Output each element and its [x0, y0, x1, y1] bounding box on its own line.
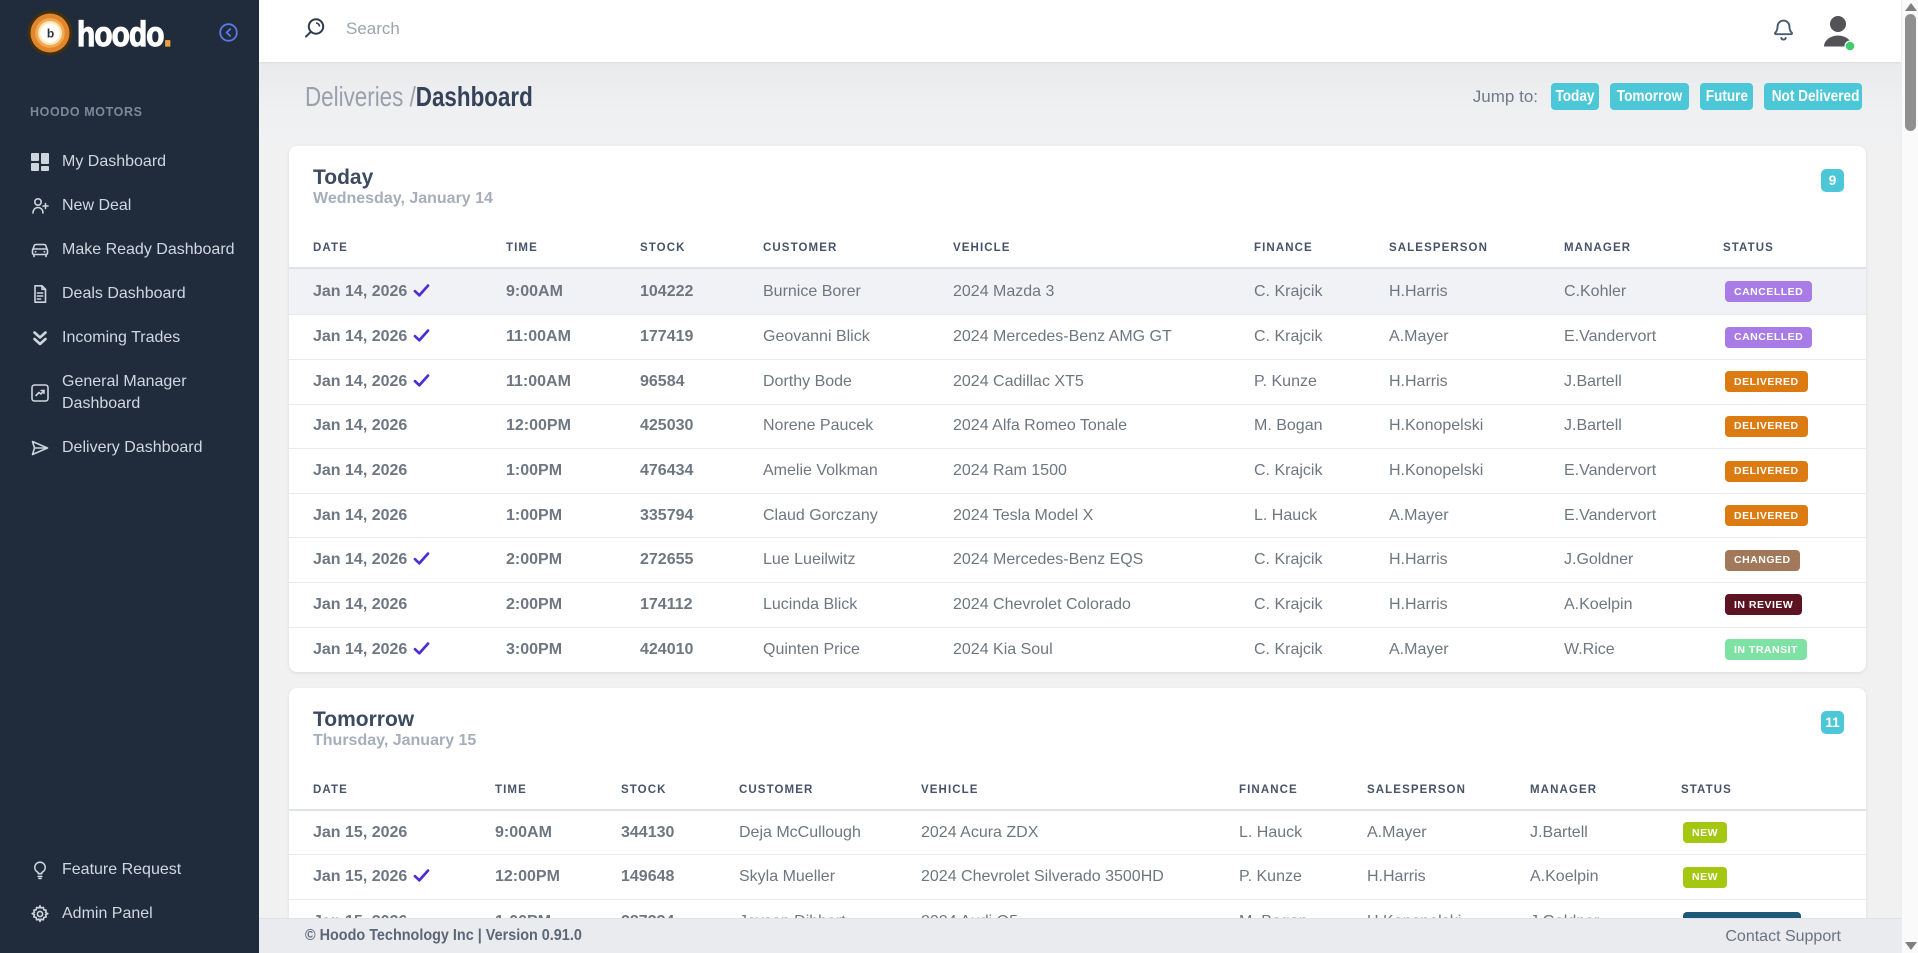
svg-text:b: b	[47, 27, 54, 41]
